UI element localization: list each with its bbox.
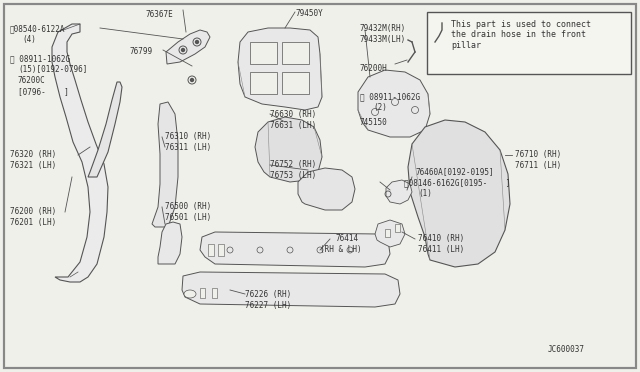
Text: 76320 (RH): 76320 (RH)	[10, 150, 56, 159]
Text: 76711 (LH): 76711 (LH)	[515, 161, 561, 170]
Polygon shape	[298, 168, 355, 210]
Text: 745150: 745150	[360, 118, 388, 127]
Text: 76799: 76799	[130, 47, 153, 56]
Text: 76501 (LH): 76501 (LH)	[165, 213, 211, 222]
Text: 76200 (RH): 76200 (RH)	[10, 207, 56, 216]
Text: 76752 (RH): 76752 (RH)	[270, 160, 316, 169]
Text: 76411 (LH): 76411 (LH)	[418, 245, 464, 254]
Polygon shape	[255, 117, 322, 182]
Bar	[385, 229, 390, 237]
Text: 76201 (LH): 76201 (LH)	[10, 218, 56, 227]
Text: 76200H: 76200H	[360, 64, 388, 73]
Ellipse shape	[184, 290, 196, 298]
Polygon shape	[166, 30, 210, 64]
Text: [0796-    ]: [0796- ]	[18, 87, 69, 96]
Text: 76200C: 76200C	[18, 76, 45, 85]
Text: 76753 (LH): 76753 (LH)	[270, 171, 316, 180]
Polygon shape	[158, 222, 182, 264]
Circle shape	[195, 41, 198, 44]
Text: 76414: 76414	[335, 234, 358, 243]
Polygon shape	[358, 70, 430, 137]
Text: 76310 (RH): 76310 (RH)	[165, 132, 211, 141]
Text: 76311 (LH): 76311 (LH)	[165, 143, 211, 152]
Polygon shape	[152, 102, 178, 227]
Text: JC600037: JC600037	[548, 345, 585, 354]
Text: 76500 (RH): 76500 (RH)	[165, 202, 211, 211]
Text: 79433M(LH): 79433M(LH)	[360, 35, 406, 44]
Polygon shape	[386, 180, 412, 204]
Text: (RH & LH): (RH & LH)	[320, 245, 362, 254]
Bar	[250, 42, 277, 64]
Bar	[282, 42, 309, 64]
Bar	[282, 72, 309, 94]
Text: 76710 (RH): 76710 (RH)	[515, 150, 561, 159]
Text: (4): (4)	[22, 35, 36, 44]
Polygon shape	[182, 272, 400, 307]
Text: 79432M(RH): 79432M(RH)	[360, 24, 406, 33]
Text: 76410 (RH): 76410 (RH)	[418, 234, 464, 243]
Text: Ⓞ 08911-1062G: Ⓞ 08911-1062G	[10, 54, 70, 63]
Polygon shape	[408, 120, 510, 267]
Text: (15)[0192-0796]: (15)[0192-0796]	[18, 65, 88, 74]
Circle shape	[182, 48, 184, 51]
Text: ⒲08146-6162G[0195-    ]: ⒲08146-6162G[0195- ]	[404, 178, 510, 187]
Polygon shape	[375, 220, 405, 247]
Text: 76321 (LH): 76321 (LH)	[10, 161, 56, 170]
Text: 76226 (RH): 76226 (RH)	[245, 290, 291, 299]
Bar	[212, 288, 217, 298]
Bar	[218, 244, 224, 256]
Bar	[395, 224, 400, 232]
Text: (2): (2)	[373, 103, 387, 112]
Text: Ⓞ 08911-1062G: Ⓞ 08911-1062G	[360, 92, 420, 101]
Polygon shape	[88, 82, 122, 177]
Bar	[208, 244, 214, 256]
Polygon shape	[52, 24, 108, 282]
Circle shape	[191, 78, 193, 81]
Text: This part is used to connect
the drain hose in the front
pillar: This part is used to connect the drain h…	[451, 20, 591, 50]
Text: Ⓝ08540-6122A: Ⓝ08540-6122A	[10, 24, 65, 33]
Text: 76631 (LH): 76631 (LH)	[270, 121, 316, 130]
Bar	[250, 72, 277, 94]
Bar	[200, 288, 205, 298]
Text: 76460A[0192-0195]: 76460A[0192-0195]	[415, 167, 493, 176]
Text: 76367E: 76367E	[145, 10, 173, 19]
Text: 79450Y: 79450Y	[295, 9, 323, 18]
Polygon shape	[200, 232, 390, 267]
Text: (1): (1)	[418, 189, 432, 198]
Bar	[427, 12, 631, 74]
Text: 76630 (RH): 76630 (RH)	[270, 110, 316, 119]
Polygon shape	[238, 28, 322, 110]
Text: 76227 (LH): 76227 (LH)	[245, 301, 291, 310]
